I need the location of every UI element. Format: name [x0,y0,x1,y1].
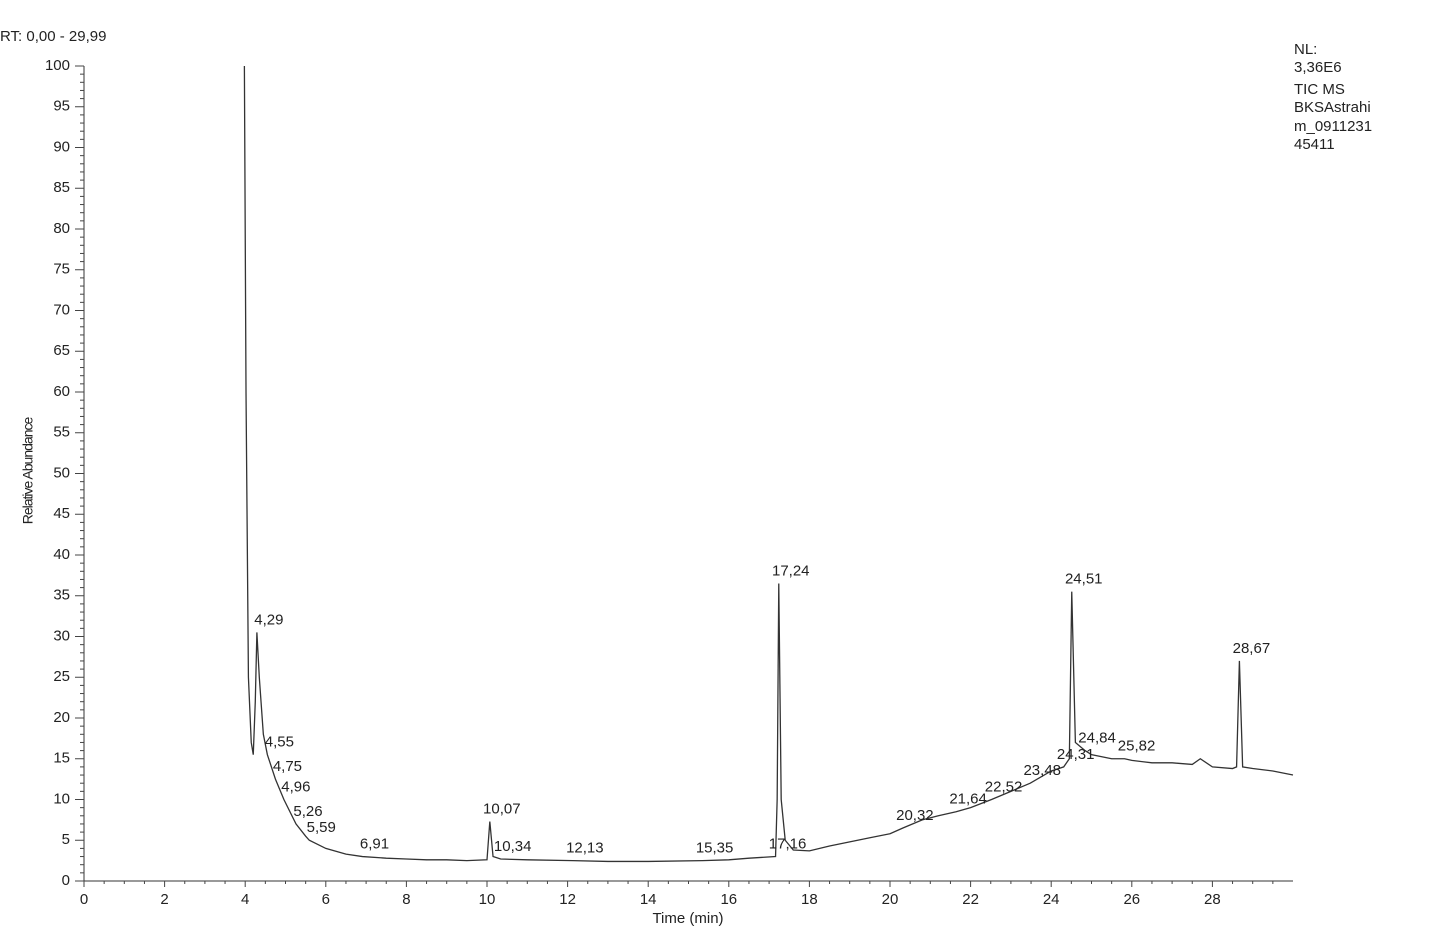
peak-label: 17,16 [769,836,807,853]
peak-label: 4,29 [254,611,283,628]
info-line: TIC MS [1294,81,1345,98]
x-tick-label: 16 [720,891,737,908]
y-tick-label: 60 [53,383,70,400]
peak-label: 22,52 [985,778,1023,795]
y-tick-label: 20 [53,709,70,726]
y-tick-label: 40 [53,546,70,563]
trace [243,65,1294,863]
x-tick-label: 0 [80,891,88,908]
peak-label: 10,07 [483,800,521,817]
y-tick-label: 65 [53,342,70,359]
peak-label: 4,75 [273,758,302,775]
peak-label: 17,24 [772,562,810,579]
info-line: 3,36E6 [1294,59,1342,76]
peak-label: 24,51 [1065,571,1103,588]
x-tick-label: 22 [962,891,979,908]
peak-label: 28,67 [1233,640,1271,657]
x-tick-label: 28 [1204,891,1221,908]
y-tick-label: 100 [45,57,70,74]
y-tick-label: 15 [53,750,70,767]
chart-title: RT: 0,00 - 29,99 [0,28,106,45]
y-tick-label: 30 [53,627,70,644]
y-tick-label: 95 [53,98,70,115]
x-tick-label: 10 [479,891,496,908]
info-line: BKSAstrahi [1294,99,1371,116]
y-tick-label: 10 [53,790,70,807]
x-axis-label: Time (min) [652,910,723,927]
y-axis-label: Relative Abundance [20,417,36,525]
x-tick-label: 12 [559,891,576,908]
x-tick-label: 14 [640,891,657,908]
y-tick-label: 75 [53,261,70,278]
y-tick-label: 35 [53,587,70,604]
y-tick-label: 50 [53,464,70,481]
x-tick-label: 6 [322,891,330,908]
y-tick-label: 45 [53,505,70,522]
x-tick-label: 24 [1043,891,1060,908]
peak-label: 25,82 [1118,738,1156,755]
x-tick-label: 18 [801,891,818,908]
y-tick-label: 5 [62,831,70,848]
peak-label: 20,32 [896,807,934,824]
y-tick-label: 85 [53,179,70,196]
y-tick-label: 0 [62,872,70,889]
x-tick-label: 8 [402,891,410,908]
peak-label: 4,96 [281,778,310,795]
y-tick-label: 55 [53,424,70,441]
y-tick-label: 70 [53,301,70,318]
peak-label: 6,91 [360,836,389,853]
info-line: m_0911231 [1294,118,1372,135]
x-tick-label: 20 [882,891,899,908]
peak-label: 23,48 [1023,762,1061,779]
peak-label: 5,59 [307,819,336,836]
peak-label: 21,64 [949,791,987,808]
peak-label: 4,55 [265,734,294,751]
peak-label: 24,31 [1057,746,1095,763]
peak-label: 10,34 [494,838,532,855]
peak-label: 24,84 [1078,730,1116,747]
peak-label: 15,35 [696,840,734,857]
y-tick-label: 25 [53,668,70,685]
y-tick-label: 80 [53,220,70,237]
x-tick-label: 2 [160,891,168,908]
peak-label: 5,26 [293,803,322,820]
info-line: NL: [1294,41,1317,58]
info-line: 45411 [1294,136,1335,153]
y-tick-label: 90 [53,138,70,155]
peak-label: 12,13 [566,840,604,857]
x-tick-label: 26 [1123,891,1140,908]
x-tick-label: 4 [241,891,249,908]
